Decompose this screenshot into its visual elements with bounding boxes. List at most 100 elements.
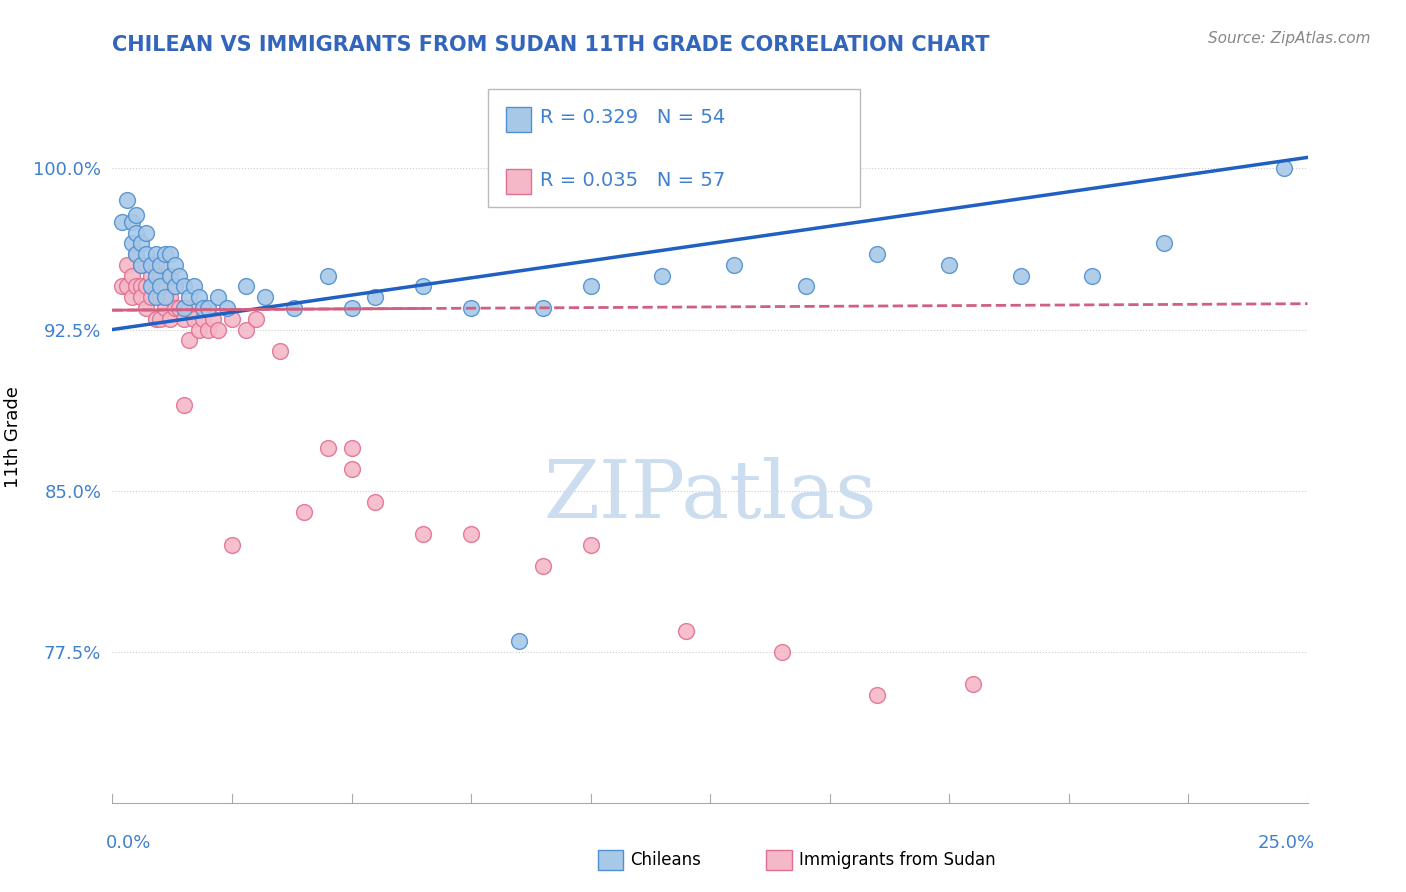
Point [187, 322, 209, 336]
Point [125, 209, 148, 223]
Point [187, 290, 209, 304]
Point [139, 268, 162, 283]
Point [579, 279, 602, 293]
Point [221, 538, 243, 552]
Text: 25.0%: 25.0% [1257, 834, 1315, 852]
Point [173, 279, 195, 293]
Point [254, 290, 277, 304]
Point [135, 226, 157, 240]
Point [235, 279, 257, 293]
Point [153, 247, 176, 261]
Point [183, 311, 205, 326]
Point [163, 301, 186, 315]
Point [173, 301, 195, 315]
Point [177, 333, 200, 347]
Point [340, 441, 363, 455]
Point [159, 268, 181, 283]
Text: CHILEAN VS IMMIGRANTS FROM SUDAN 11TH GRADE CORRELATION CHART: CHILEAN VS IMMIGRANTS FROM SUDAN 11TH GR… [112, 35, 990, 54]
Point [1081, 268, 1104, 283]
Point [1010, 268, 1032, 283]
Point [125, 247, 148, 261]
Point [149, 290, 172, 304]
Point [111, 215, 134, 229]
Point [129, 258, 152, 272]
Point [159, 247, 181, 261]
Point [675, 624, 697, 638]
Point [169, 268, 191, 283]
Point [173, 311, 195, 326]
Point [139, 290, 162, 304]
Point [125, 247, 148, 261]
Point [153, 290, 176, 304]
Point [135, 279, 157, 293]
Point [962, 677, 984, 691]
Text: R = 0.329   N = 54: R = 0.329 N = 54 [540, 109, 725, 128]
Point [269, 344, 291, 359]
Point [364, 494, 387, 508]
Point [169, 301, 191, 315]
Point [135, 258, 157, 272]
Point [159, 290, 181, 304]
Point [531, 559, 554, 574]
Text: Immigrants from Sudan: Immigrants from Sudan [799, 851, 995, 869]
Point [197, 322, 219, 336]
Point [460, 527, 482, 541]
Point [292, 505, 315, 519]
Point [149, 279, 172, 293]
Point [770, 645, 793, 659]
Point [197, 301, 219, 315]
Point [129, 279, 152, 293]
Point [129, 258, 152, 272]
Point [316, 268, 339, 283]
Text: Source: ZipAtlas.com: Source: ZipAtlas.com [1208, 31, 1371, 46]
Point [163, 279, 186, 293]
Point [412, 527, 434, 541]
Point [460, 301, 482, 315]
Point [121, 268, 143, 283]
Point [125, 279, 148, 293]
Point [579, 538, 602, 552]
Point [177, 290, 200, 304]
Point [207, 290, 229, 304]
Point [163, 279, 186, 293]
Point [207, 322, 229, 336]
Point [125, 226, 148, 240]
Point [866, 688, 889, 702]
Text: Chileans: Chileans [630, 851, 700, 869]
Point [866, 247, 889, 261]
Point [938, 258, 960, 272]
Point [651, 268, 673, 283]
Point [149, 268, 172, 283]
Point [201, 311, 224, 326]
Point [159, 311, 181, 326]
Point [794, 279, 817, 293]
Point [283, 301, 305, 315]
Point [177, 301, 200, 315]
Text: R = 0.035   N = 57: R = 0.035 N = 57 [540, 171, 725, 190]
Point [139, 279, 162, 293]
Point [340, 301, 363, 315]
Point [1272, 161, 1295, 176]
Point [139, 258, 162, 272]
Point [183, 279, 205, 293]
Point [221, 311, 243, 326]
Point [149, 311, 172, 326]
Point [121, 290, 143, 304]
Point [340, 462, 363, 476]
Point [412, 279, 434, 293]
Point [531, 301, 554, 315]
Point [115, 279, 138, 293]
Point [145, 268, 167, 283]
Point [508, 634, 530, 648]
Point [1153, 236, 1175, 251]
Point [135, 247, 157, 261]
Point [145, 290, 167, 304]
Point [149, 258, 172, 272]
Point [193, 311, 215, 326]
Point [163, 258, 186, 272]
Point [115, 258, 138, 272]
Point [173, 398, 195, 412]
Point [364, 290, 387, 304]
Point [145, 247, 167, 261]
Point [111, 279, 134, 293]
